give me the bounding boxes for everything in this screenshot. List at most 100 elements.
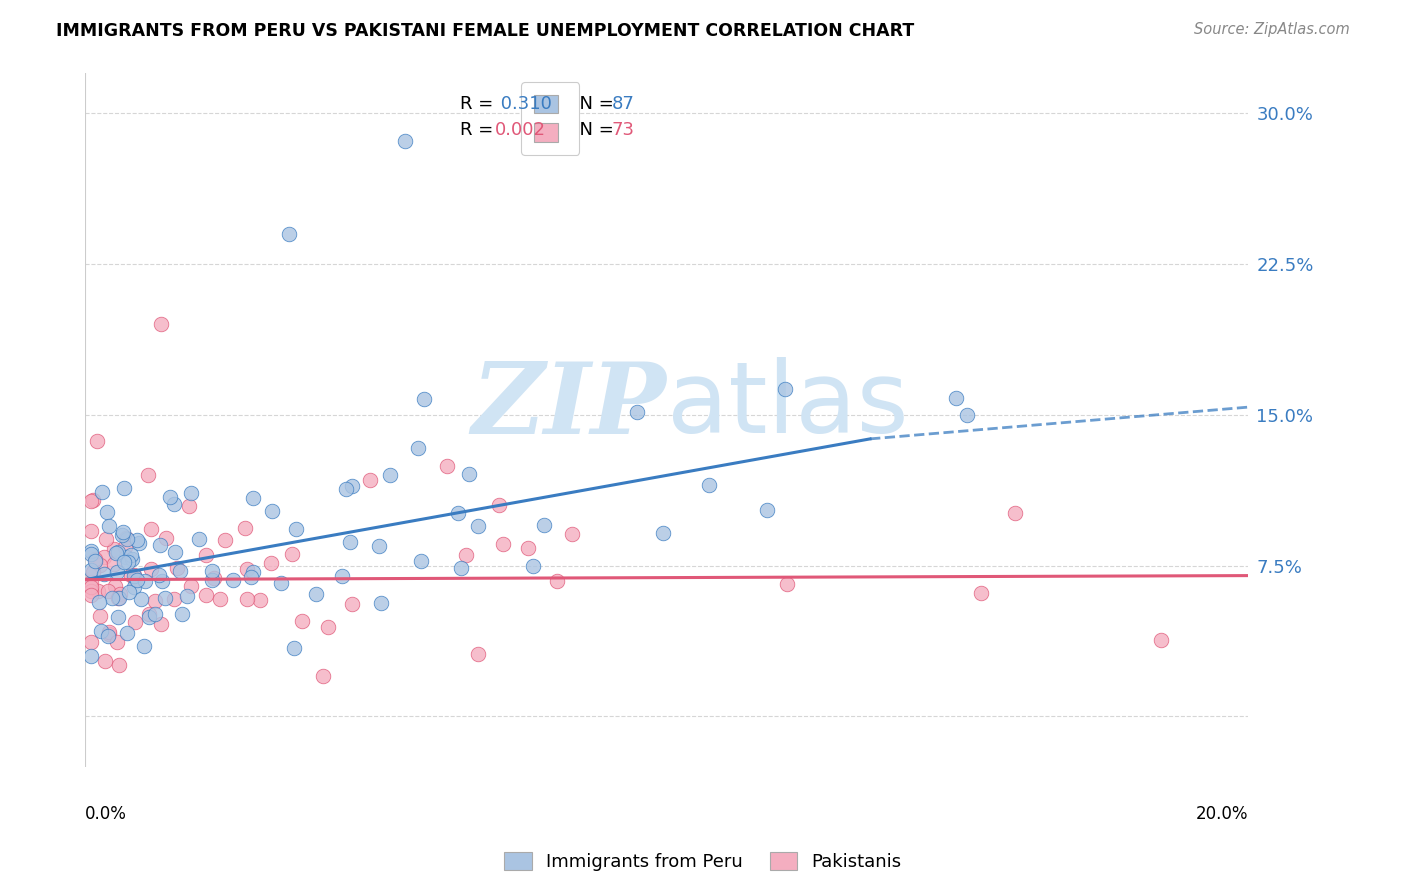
Text: ZIP: ZIP [471, 358, 666, 454]
Point [122, 569, 145, 583]
Point [394, 134, 416, 148]
Point [180, 486, 202, 500]
Point [180, 579, 202, 593]
Point [134, 574, 156, 588]
Point [488, 498, 510, 512]
Point [107, 610, 129, 624]
Point [359, 473, 381, 487]
Point [139, 522, 162, 536]
Point [117, 555, 139, 569]
Point [80, 524, 103, 539]
Point [104, 546, 127, 560]
Point [86, 434, 108, 448]
Point [697, 478, 720, 492]
Point [281, 547, 304, 561]
Point [277, 227, 299, 241]
Point [367, 539, 389, 553]
Point [129, 592, 152, 607]
Point [120, 548, 142, 562]
Point [176, 589, 198, 603]
Point [139, 561, 162, 575]
Text: 0.002: 0.002 [495, 120, 546, 139]
Point [249, 593, 271, 607]
Point [82, 492, 104, 507]
Text: atlas: atlas [666, 358, 908, 454]
Point [98, 519, 121, 533]
Point [305, 586, 328, 600]
Point [214, 533, 236, 547]
Point [291, 614, 314, 628]
Point [202, 571, 225, 585]
Point [124, 615, 146, 629]
Point [118, 585, 141, 599]
Point [80, 547, 103, 561]
Point [945, 392, 967, 406]
Point [149, 538, 172, 552]
Point [93, 549, 115, 564]
Point [89, 595, 111, 609]
Point [122, 581, 145, 595]
Point [114, 549, 136, 564]
Point [492, 537, 515, 551]
Point [626, 405, 648, 419]
Point [456, 549, 478, 563]
Point [335, 482, 357, 496]
Point [112, 555, 135, 569]
Point [128, 536, 150, 550]
Point [1150, 632, 1173, 647]
Point [148, 568, 170, 582]
Text: R =: R = [460, 95, 499, 113]
Point [406, 441, 429, 455]
Point [436, 459, 458, 474]
Point [522, 558, 544, 573]
Point [138, 607, 160, 621]
Point [561, 526, 583, 541]
Point [172, 607, 194, 622]
Point [163, 497, 186, 511]
Point [233, 521, 256, 535]
Point [283, 640, 305, 655]
Point [370, 596, 392, 610]
Point [340, 478, 363, 492]
Point [121, 552, 143, 566]
Point [115, 531, 138, 545]
Point [89, 609, 111, 624]
Point [96, 505, 118, 519]
Point [94, 532, 117, 546]
Point [312, 669, 335, 683]
Point [270, 576, 292, 591]
Point [235, 562, 257, 576]
Point [80, 583, 103, 598]
Point [107, 591, 129, 605]
Point [187, 532, 209, 546]
Point [169, 564, 191, 578]
Point [143, 593, 166, 607]
Point [107, 657, 129, 672]
Point [413, 392, 436, 406]
Point [177, 500, 200, 514]
Point [242, 491, 264, 506]
Point [166, 560, 188, 574]
Point [80, 648, 103, 663]
Point [87, 583, 110, 598]
Point [163, 591, 186, 606]
Point [100, 591, 122, 606]
Point [93, 566, 115, 581]
Point [152, 574, 174, 589]
Point [120, 568, 142, 582]
Point [756, 503, 779, 517]
Point [651, 526, 673, 541]
Point [97, 629, 120, 643]
Text: N =: N = [568, 120, 619, 139]
Point [80, 634, 103, 648]
Text: R =: R = [460, 120, 499, 139]
Point [194, 548, 217, 562]
Point [80, 563, 103, 577]
Point [222, 573, 245, 587]
Point [284, 522, 307, 536]
Point [773, 382, 796, 396]
Point [91, 484, 114, 499]
Point [411, 553, 433, 567]
Point [1004, 506, 1026, 520]
Point [776, 577, 799, 591]
